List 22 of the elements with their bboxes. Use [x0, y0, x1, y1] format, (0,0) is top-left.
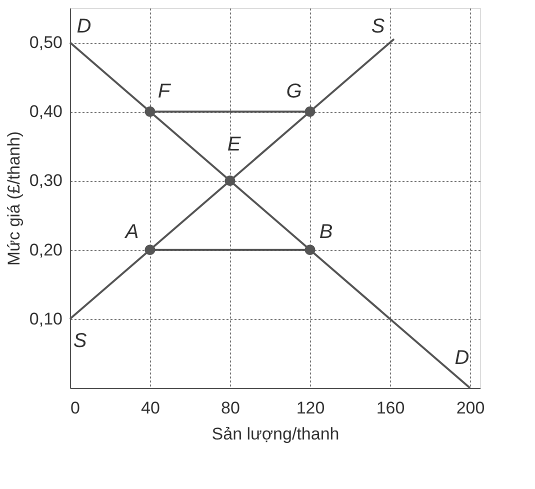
x-tick-label: 80 — [221, 398, 240, 418]
annotation: S — [73, 330, 88, 352]
x-tick-label: 200 — [456, 398, 485, 418]
x-tick-label: 40 — [141, 398, 160, 418]
x-tick-label: 160 — [376, 398, 405, 418]
annotation: D — [76, 16, 92, 38]
y-tick-label: 0,50 — [29, 33, 62, 52]
annotation: S — [371, 16, 386, 38]
y-tick-label: 0,30 — [29, 171, 62, 190]
y-axis-title: Mức giá (£/thanh) — [4, 131, 24, 266]
x-axis-title: Sản lượng/thanh — [212, 424, 340, 444]
annotation: B — [319, 220, 333, 243]
y-tick-label: 0,40 — [29, 102, 62, 122]
annotation: E — [227, 134, 242, 156]
x-tick-label: 120 — [296, 398, 325, 418]
annotation: D — [454, 347, 470, 369]
annotation: G — [286, 80, 302, 103]
annotation: A — [124, 220, 139, 243]
x-tick-label: 0 — [70, 398, 80, 418]
y-tick-label: 0,10 — [29, 309, 62, 328]
annotation: F — [158, 80, 172, 103]
y-tick-label: 0,20 — [29, 240, 62, 260]
